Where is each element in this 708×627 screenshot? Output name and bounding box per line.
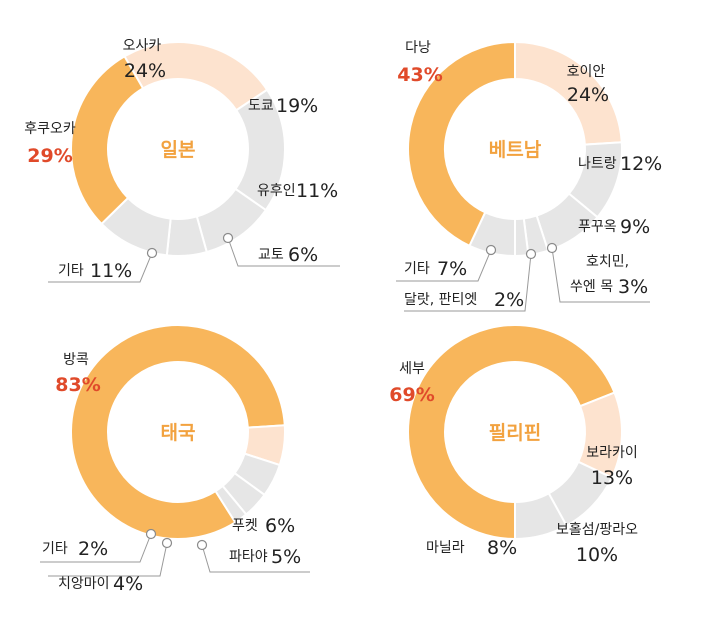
donut-chart-3: 세부 69% 보라카이 13% 보홀섬/팡라오 10% 마닐라 8% 필리핀 [389,324,638,566]
slice-name-label: 유후인 [257,183,296,199]
donut-slice [407,40,516,248]
donut-slice [214,484,248,524]
slice-name-label: 교토 [258,247,284,263]
slice-name-label: 호치민, [586,254,629,270]
slice-percent-label: 6% [265,515,295,537]
slice-percent-label: 12% [620,153,662,175]
slice-percent-label: 9% [620,216,650,238]
slice-percent-label: 11% [296,180,338,202]
slice-name-label: 도쿄 [248,98,274,114]
slice-name-label: 기타 [42,541,68,557]
leader-marker [146,247,158,259]
slice-percent-label: 69% [389,384,434,406]
donut-slice [407,324,616,541]
leader-line [40,533,152,563]
slice-percent-label: 4% [113,573,143,595]
donut-slice [70,324,286,540]
slice-name-label: 쑤엔 목 [570,279,613,295]
slice-percent-label: 3% [618,276,648,298]
slice-name-label: 나트랑 [578,156,617,172]
slice-name-label: 호이안 [567,64,606,80]
slice-name-label: 푸꾸옥 [578,219,617,235]
leader-line [48,542,168,577]
slice-percent-label: 43% [397,64,442,86]
slice-percent-label: 24% [567,84,609,106]
slice-name-label: 오사카 [123,38,162,54]
slice-name-label: 기타 [58,263,84,279]
slice-name-label: 푸켓 [232,518,258,534]
slice-name-label: 보라카이 [586,445,638,461]
slice-name-label: 달랏, 판티엣 [404,292,477,308]
slice-percent-label: 24% [124,60,166,82]
leader-marker [196,539,208,551]
leader-marker [145,528,157,540]
donut-chart-2: 방콕 83% 푸켓 6% 파타야 5% 치앙마이 4% 기타 2% 태국 [40,324,310,595]
slice-name-label: 세부 [399,361,425,377]
slice-name-label: 방콕 [63,352,89,368]
chart-title: 일본 [161,139,196,161]
slice-percent-label: 5% [271,546,301,568]
slice-percent-label: 2% [494,289,524,311]
slice-percent-label: 13% [591,467,633,489]
slice-name-label: 다낭 [405,40,431,56]
leader-marker [485,244,497,256]
leader-line [396,249,492,282]
leader-marker [525,248,537,260]
slice-percent-label: 2% [78,538,108,560]
chart-title: 태국 [161,422,196,444]
slice-name-label: 마닐라 [426,540,465,556]
leader-line [551,247,650,303]
leader-marker [161,537,173,549]
slice-name-label: 후쿠오카 [24,121,76,137]
leader-marker [222,232,234,244]
donut-slice [514,491,568,541]
leader-marker [546,242,558,254]
slice-name-label: 기타 [404,261,430,277]
donut-slice [70,54,145,226]
slice-percent-label: 7% [437,258,467,280]
slice-name-label: 파타야 [229,549,268,565]
slice-name-label: 보홀섬/팡라오 [556,522,638,538]
leader-line [201,544,310,573]
slice-name-label: 치앙마이 [58,576,110,592]
slice-percent-label: 19% [276,95,318,117]
leader-line [227,237,340,267]
slice-percent-label: 6% [288,244,318,266]
chart-title: 필리핀 [489,422,541,444]
slice-percent-label: 83% [55,374,100,396]
leader-line [48,252,153,283]
slice-percent-label: 10% [576,544,618,566]
leader-line [404,253,532,312]
donut-chart-1: 호이안 24% 나트랑 12% 푸꾸옥 9% 호치민, 쑤엔 목 3% 달랏, 판티엣 2% 기타 7%… [396,40,662,312]
slice-percent-label: 11% [90,260,132,282]
slice-percent-label: 8% [487,537,517,559]
chart-title: 베트남 [489,139,542,161]
slice-percent-label: 29% [27,145,72,167]
